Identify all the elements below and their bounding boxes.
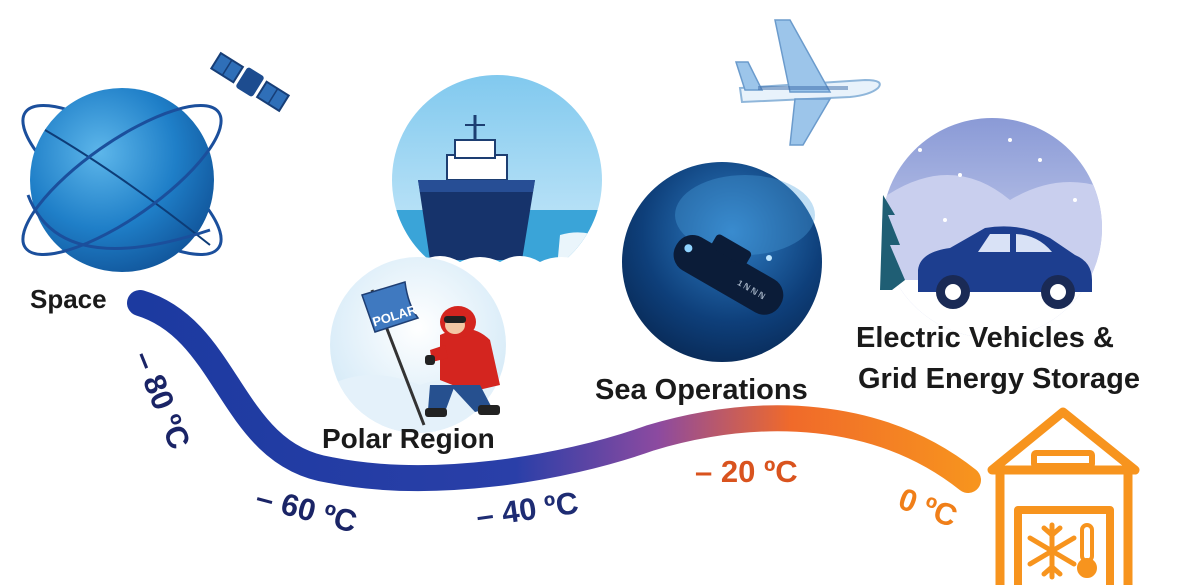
thermometer-icon [1077, 523, 1097, 578]
label-ev-line2: Grid Energy Storage [858, 363, 1141, 395]
label-polar-region: Polar Region [322, 423, 495, 454]
label-sea-operations: Sea Operations [595, 374, 808, 406]
temperature-curve [127, 290, 981, 493]
explorer-icon: POLAR [330, 257, 506, 433]
satellite-icon [209, 51, 291, 113]
airplane-icon [734, 19, 881, 146]
planet-icon [21, 88, 223, 272]
cold-storage-icon [987, 407, 1140, 585]
label-ev-line1: Electric Vehicles & [856, 322, 1114, 354]
temp-minus-20: – 20 ºC [695, 454, 798, 489]
label-space: Space [30, 284, 107, 314]
snowflake-icon [1027, 522, 1077, 580]
ship-icon [380, 75, 615, 285]
submarine-icon: 1 ℕ ℕ ℕ [622, 162, 822, 362]
car-icon [880, 118, 1102, 338]
